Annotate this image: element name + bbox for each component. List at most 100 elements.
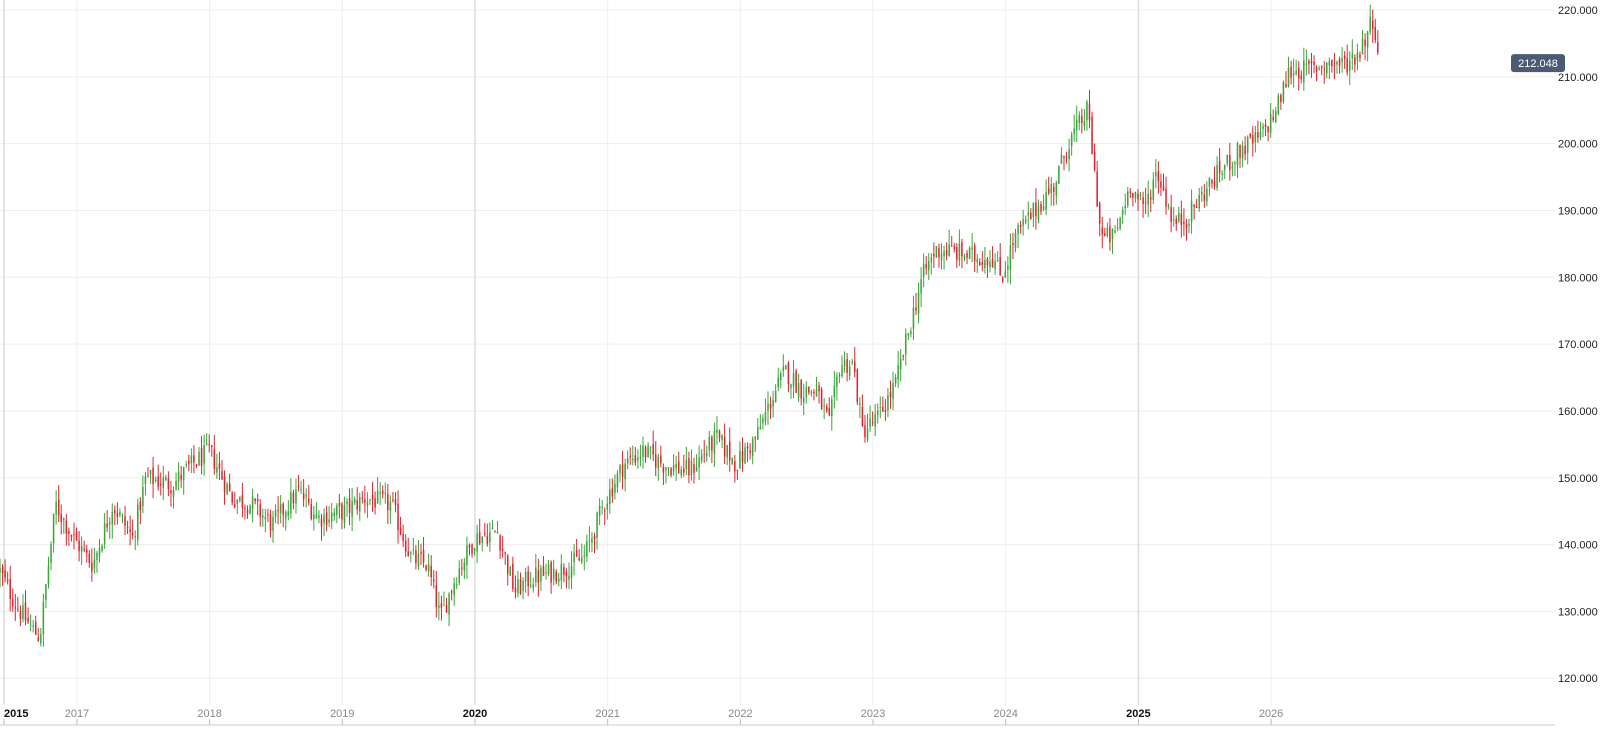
candle-body: [190, 455, 193, 463]
candle-body: [254, 498, 256, 502]
candle-body: [963, 255, 966, 260]
candle-body: [1315, 66, 1318, 72]
candle-body: [1223, 164, 1226, 170]
candle-body: [57, 499, 60, 515]
candle-body: [1167, 205, 1170, 207]
candle-body: [218, 463, 221, 469]
candle-body: [40, 634, 42, 644]
candle-body: [11, 599, 14, 607]
candle-body: [1149, 197, 1152, 200]
candle-body: [632, 459, 634, 461]
candle-body: [749, 450, 751, 453]
candle-body: [1333, 64, 1336, 66]
candle-body: [1366, 31, 1369, 48]
candle-body: [739, 450, 741, 469]
candle-body: [310, 504, 313, 519]
candle-body: [325, 512, 328, 525]
candle-body: [473, 548, 476, 551]
candle-body: [774, 390, 777, 403]
candle-body: [1162, 185, 1165, 191]
candle-body: [1065, 157, 1068, 159]
candle-body: [1032, 203, 1035, 217]
candle-body: [364, 499, 366, 503]
candle-body: [1078, 114, 1081, 124]
candle-body: [223, 476, 226, 493]
candle-body: [1083, 121, 1086, 127]
candle-body: [815, 389, 818, 397]
candle-body: [52, 513, 55, 544]
candle-body: [910, 331, 912, 334]
candle-body: [1206, 188, 1208, 202]
candle-body: [853, 361, 856, 373]
candle-body: [203, 445, 205, 464]
candle-body: [922, 263, 925, 277]
candle-body: [1137, 193, 1139, 200]
candle-body: [1369, 16, 1371, 33]
candle-body: [1308, 61, 1310, 64]
candle-body: [19, 610, 22, 619]
candle-body: [1053, 186, 1055, 192]
candle-body: [63, 518, 65, 521]
candle-body: [586, 541, 588, 557]
candle-body: [575, 550, 578, 557]
candle-body: [216, 467, 218, 473]
candle-body: [884, 410, 887, 412]
candle-body: [698, 457, 700, 468]
candle-body: [1101, 227, 1104, 235]
candle-body: [938, 247, 940, 258]
candle-body: [563, 567, 565, 575]
candle-body: [695, 467, 698, 472]
candle-body: [716, 429, 718, 433]
candle-body: [933, 254, 935, 257]
candle-body: [256, 498, 259, 502]
x-tick-label: 2018: [197, 708, 221, 720]
candle-body: [772, 399, 774, 407]
candle-body: [1377, 42, 1379, 53]
candle-body: [374, 498, 376, 508]
candle-body: [522, 580, 524, 591]
candle-body: [78, 540, 80, 552]
candle-body: [440, 603, 443, 608]
candle-body: [670, 468, 672, 476]
candle-body: [558, 578, 560, 582]
candle-body: [1331, 59, 1333, 66]
candle-body: [1297, 67, 1300, 79]
candle-body: [1346, 58, 1348, 73]
candle-body: [461, 567, 463, 569]
candle-body: [825, 406, 828, 411]
candle-body: [1055, 182, 1058, 196]
candle-body: [1157, 171, 1160, 182]
candle-body: [609, 489, 611, 505]
candle-body: [882, 406, 884, 412]
candle-body: [1371, 20, 1374, 29]
candle-body: [170, 490, 172, 494]
candle-body: [1009, 245, 1012, 270]
candle-body: [1246, 137, 1249, 153]
candle-body: [330, 512, 333, 522]
candle-body: [1226, 154, 1229, 164]
candle-body: [680, 469, 683, 476]
candle-body: [550, 562, 552, 583]
candle-body: [1336, 61, 1338, 65]
candle-body: [478, 531, 481, 544]
candle-body: [75, 531, 78, 541]
candle-body: [660, 455, 662, 464]
candle-body: [65, 520, 68, 534]
y-tick-label: 150.000: [1558, 473, 1598, 485]
candle-body: [560, 563, 563, 581]
candle-body: [379, 491, 381, 494]
candle-body: [300, 489, 302, 491]
candle-body: [547, 564, 550, 574]
candle-body: [1058, 166, 1060, 184]
candle-body: [389, 501, 392, 511]
candle-body: [1040, 203, 1042, 212]
candle-body: [320, 518, 323, 527]
candle-body: [731, 458, 734, 465]
candle-body: [728, 441, 731, 461]
candle-body: [1045, 192, 1047, 210]
candle-body: [279, 503, 282, 513]
candle-body: [1096, 171, 1098, 207]
candle-body: [1190, 200, 1193, 222]
candle-body: [313, 514, 315, 520]
